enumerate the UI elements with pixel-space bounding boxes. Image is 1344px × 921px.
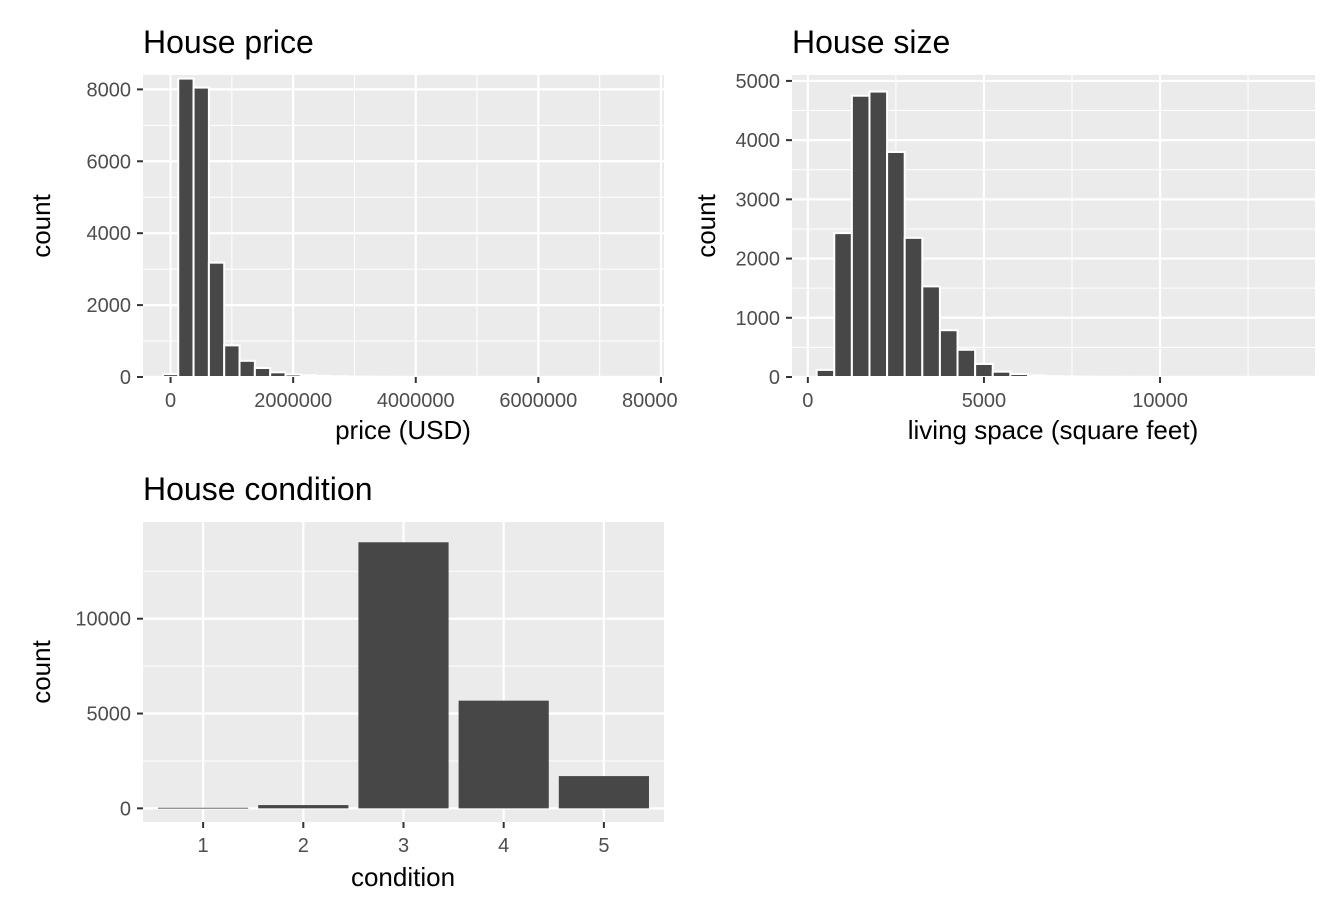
y-tick-label: 3000: [736, 189, 781, 211]
x-tick-label: 1: [198, 835, 209, 857]
y-tick-label: 2000: [736, 249, 781, 271]
histogram-bar: [956, 348, 977, 378]
histogram-bar: [269, 371, 287, 379]
histogram-bar: [207, 261, 226, 378]
condition-bar-chart: House condition 0 5000 10000 1 2 3 4 5 conditi…: [26, 471, 664, 892]
y-axis: 0 5000 10000: [75, 609, 143, 820]
price-histogram: House price 0 2000 4000 6000 8000 0 2000000 40…: [26, 24, 700, 445]
chart-title: House size: [792, 24, 950, 60]
y-tick-label: 0: [120, 367, 131, 389]
histogram-bar: [868, 90, 889, 379]
y-tick-label: 10000: [75, 609, 131, 631]
histogram-bar: [238, 359, 256, 379]
histogram-bar: [1026, 374, 1047, 379]
bar: [258, 805, 349, 809]
size-histogram: House size 0 1000 2000 3000 4000 5000 0 5000 10…: [691, 24, 1315, 445]
y-axis: 0 2000 4000 6000 8000: [87, 79, 143, 389]
x-tick-label: 2: [298, 835, 309, 857]
y-axis: 0 1000 2000 3000 4000 5000: [736, 71, 792, 389]
histogram-bar: [903, 236, 924, 378]
histogram-bar: [833, 232, 853, 378]
bar: [558, 776, 649, 809]
x-axis: 0 5000 10000: [802, 377, 1188, 412]
x-tick-label: 4: [498, 835, 509, 857]
histogram-bar: [850, 94, 871, 378]
bars: [815, 90, 1294, 379]
y-axis-title: count: [26, 193, 56, 257]
bars: [158, 542, 649, 809]
histogram-bar: [991, 370, 1012, 379]
chart-title: House condition: [143, 471, 372, 507]
histogram-bar: [921, 285, 941, 378]
histogram-bar: [1009, 373, 1029, 378]
histogram-bar: [177, 77, 195, 378]
bars: [161, 77, 655, 379]
histogram-bar: [815, 368, 836, 378]
x-axis: 1 2 3 4 5: [198, 822, 609, 857]
x-axis-title: living space (square feet): [908, 415, 1198, 445]
y-tick-label: 4000: [87, 223, 132, 245]
y-tick-label: 0: [120, 798, 131, 820]
y-tick-label: 6000: [87, 151, 132, 173]
histogram-bar: [299, 374, 318, 379]
x-axis: 0 2000000 4000000 6000000 8000000: [165, 377, 700, 412]
histogram-bar: [253, 367, 272, 378]
y-tick-label: 0: [769, 367, 780, 389]
x-tick-label: 0: [802, 390, 813, 412]
x-tick-label: 3: [398, 835, 409, 857]
histogram-bar: [315, 374, 333, 378]
histogram-bar: [330, 375, 348, 378]
y-tick-label: 4000: [736, 130, 781, 152]
x-axis-title: price (USD): [335, 415, 471, 445]
histogram-bar: [1044, 375, 1065, 378]
x-tick-label: 10000: [1132, 390, 1188, 412]
y-tick-label: 8000: [87, 79, 132, 101]
histogram-bar: [223, 344, 241, 379]
bar: [158, 807, 249, 809]
y-tick-label: 5000: [736, 71, 781, 93]
x-tick-label: 8000000: [622, 390, 700, 412]
y-axis-title: count: [26, 639, 56, 703]
x-tick-label: 5: [598, 835, 609, 857]
chart-title: House price: [143, 24, 314, 60]
x-tick-label: 5000: [962, 390, 1007, 412]
histogram-bar: [938, 329, 959, 378]
bar: [458, 700, 549, 809]
histogram-bar: [161, 373, 180, 379]
histogram-bar: [192, 86, 210, 378]
histogram-bar: [886, 150, 906, 378]
x-tick-label: 2000000: [254, 390, 332, 412]
y-tick-label: 1000: [736, 308, 781, 330]
x-axis-title: condition: [351, 862, 455, 892]
y-tick-label: 2000: [87, 295, 132, 317]
y-tick-label: 5000: [87, 704, 132, 726]
histogram-bar: [974, 362, 994, 378]
y-axis-title: count: [691, 193, 721, 257]
x-tick-label: 6000000: [499, 390, 577, 412]
histogram-bar: [284, 373, 302, 379]
x-tick-label: 0: [165, 390, 176, 412]
x-tick-label: 4000000: [377, 390, 455, 412]
bar: [358, 542, 449, 809]
